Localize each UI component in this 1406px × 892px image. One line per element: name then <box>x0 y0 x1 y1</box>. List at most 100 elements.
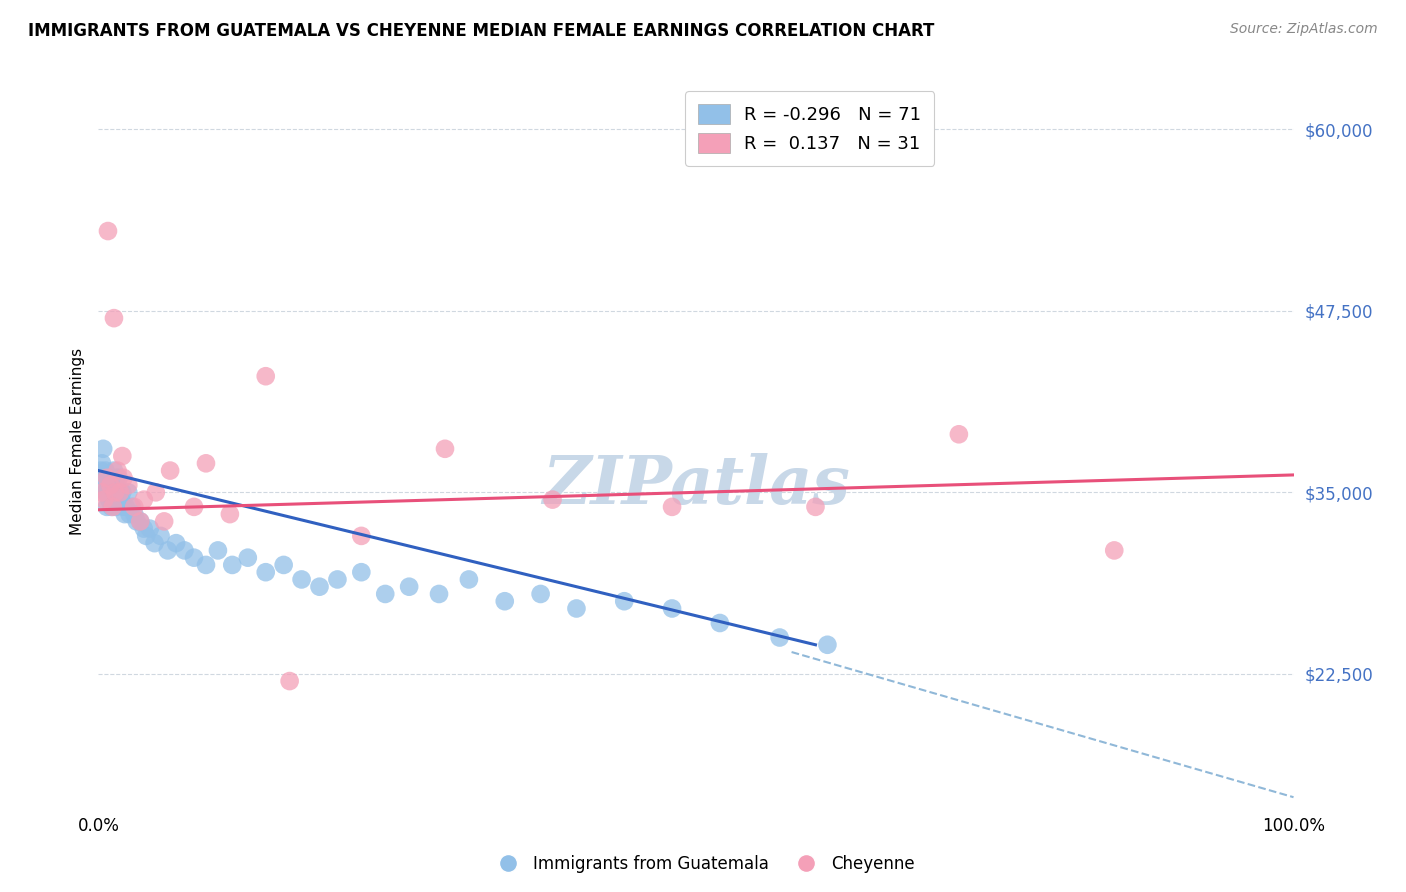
Point <box>100 500 122 514</box>
Point <box>105 471 128 485</box>
Point <box>661 601 683 615</box>
Point <box>841 122 863 136</box>
Point <box>96 500 118 514</box>
Point <box>709 615 731 630</box>
Point <box>132 492 155 507</box>
Point <box>458 573 481 587</box>
Point <box>98 478 121 492</box>
Point <box>108 485 131 500</box>
Legend: Immigrants from Guatemala, Cheyenne: Immigrants from Guatemala, Cheyenne <box>485 848 921 880</box>
Point <box>100 478 122 492</box>
Point <box>350 529 373 543</box>
Point <box>93 492 115 507</box>
Text: IMMIGRANTS FROM GUATEMALA VS CHEYENNE MEDIAN FEMALE EARNINGS CORRELATION CHART: IMMIGRANTS FROM GUATEMALA VS CHEYENNE ME… <box>28 22 935 40</box>
Y-axis label: Median Female Earnings: Median Female Earnings <box>69 348 84 535</box>
Point <box>661 500 683 514</box>
Point <box>98 471 122 485</box>
Point <box>153 515 176 529</box>
Point <box>96 485 118 500</box>
Point <box>308 580 330 594</box>
Point <box>121 500 143 514</box>
Point <box>273 558 295 572</box>
Point <box>149 529 172 543</box>
Point <box>111 485 134 500</box>
Point <box>98 492 121 507</box>
Point <box>254 565 277 579</box>
Point <box>129 515 152 529</box>
Point <box>90 464 112 478</box>
Point <box>207 543 229 558</box>
Point <box>350 565 373 579</box>
Point <box>132 522 155 536</box>
Point <box>195 558 218 572</box>
Point <box>112 500 135 514</box>
Point <box>145 485 167 500</box>
Point <box>124 507 146 521</box>
Point <box>219 507 242 521</box>
Point <box>97 224 120 238</box>
Point <box>105 500 128 514</box>
Point <box>98 478 122 492</box>
Point <box>1104 543 1126 558</box>
Point <box>108 485 131 500</box>
Point <box>94 464 117 478</box>
Point <box>374 587 396 601</box>
Point <box>815 638 838 652</box>
Point <box>159 464 181 478</box>
Point <box>129 515 152 529</box>
Point <box>103 311 125 326</box>
Point <box>101 478 124 492</box>
Point <box>254 369 277 384</box>
Point <box>139 522 162 536</box>
Point <box>236 550 259 565</box>
Point <box>107 464 129 478</box>
Legend: R = -0.296   N = 71, R =  0.137   N = 31: R = -0.296 N = 71, R = 0.137 N = 31 <box>685 92 934 166</box>
Point <box>156 543 179 558</box>
Point <box>91 456 114 470</box>
Point <box>118 507 141 521</box>
Point <box>768 631 790 645</box>
Point <box>530 587 553 601</box>
Point <box>115 500 138 514</box>
Point <box>183 550 205 565</box>
Point <box>195 456 218 470</box>
Point <box>107 485 129 500</box>
Text: Source: ZipAtlas.com: Source: ZipAtlas.com <box>1230 22 1378 37</box>
Point <box>804 500 827 514</box>
Point <box>565 601 588 615</box>
Point <box>427 587 450 601</box>
Point <box>111 449 134 463</box>
Point <box>125 515 148 529</box>
Point <box>221 558 243 572</box>
Point <box>114 507 136 521</box>
Point <box>104 485 127 500</box>
Point <box>398 580 420 594</box>
Point <box>91 442 114 456</box>
Point <box>173 543 195 558</box>
Point <box>101 492 124 507</box>
Point <box>104 485 127 500</box>
Point <box>91 485 114 500</box>
Point <box>165 536 187 550</box>
Point <box>135 529 157 543</box>
Point <box>98 485 122 500</box>
Point <box>104 492 127 507</box>
Point <box>107 471 129 485</box>
Point <box>112 471 135 485</box>
Point <box>101 500 124 514</box>
Point <box>326 573 349 587</box>
Point <box>948 427 970 442</box>
Point <box>541 492 564 507</box>
Point <box>117 485 139 500</box>
Point <box>107 492 129 507</box>
Point <box>93 478 115 492</box>
Point <box>97 471 120 485</box>
Point <box>434 442 457 456</box>
Text: ZIPatlas: ZIPatlas <box>543 453 849 518</box>
Point <box>613 594 636 608</box>
Point <box>494 594 516 608</box>
Point <box>96 471 118 485</box>
Point <box>103 485 125 500</box>
Point <box>183 500 205 514</box>
Point <box>143 536 166 550</box>
